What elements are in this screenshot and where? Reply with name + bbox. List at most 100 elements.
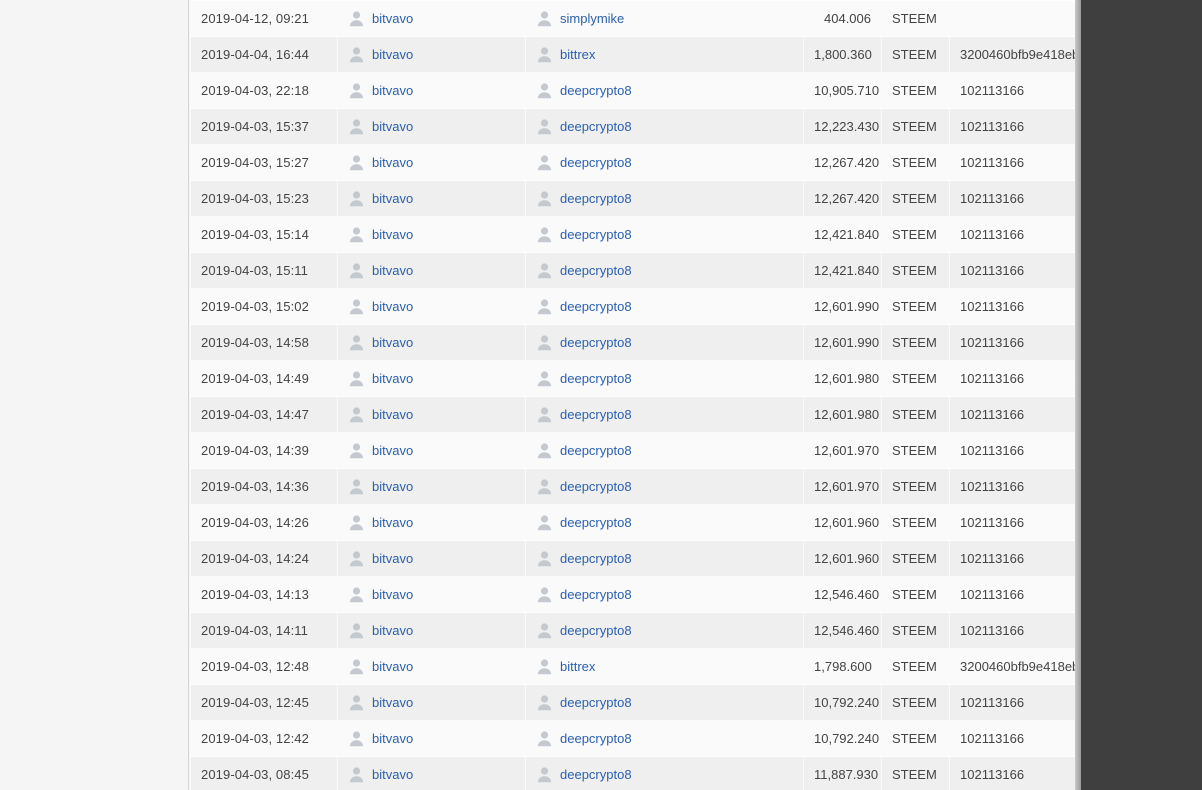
table-row[interactable]: 2019-04-03, 14:11 bitvavo deepcrypto8 12,54… (190, 612, 1075, 649)
to-account-link[interactable]: deepcrypto8 (560, 443, 632, 458)
from-account-link[interactable]: bitvavo (372, 623, 414, 638)
cell-currency: STEEM (881, 36, 950, 73)
from-account-link[interactable]: bitvavo (372, 335, 414, 350)
cell-memo: 102113166 (949, 432, 1075, 469)
to-account-link[interactable]: deepcrypto8 (560, 551, 632, 566)
from-account-link[interactable]: bitvavo (372, 659, 414, 674)
table-row[interactable]: 2019-04-04, 16:44 bitvavo bittrex 1,800.360… (190, 36, 1075, 73)
user-avatar-icon (349, 443, 364, 459)
from-account-link[interactable]: bitvavo (372, 11, 414, 26)
table-row[interactable]: 2019-04-03, 15:23 bitvavo deepcrypto8 12,26… (190, 180, 1075, 217)
table-row[interactable]: 2019-04-03, 14:47 bitvavo deepcrypto8 12,60… (190, 396, 1075, 433)
from-account-link[interactable]: bitvavo (372, 47, 414, 62)
table-row[interactable]: 2019-04-12, 09:21 bitvavo simplymike 404.00… (190, 0, 1075, 37)
table-row[interactable]: 2019-04-03, 14:13 bitvavo deepcrypto8 12,54… (190, 576, 1075, 613)
cell-memo: 102113166 (949, 576, 1075, 613)
from-account-link[interactable]: bitvavo (372, 515, 414, 530)
from-account-link[interactable]: bitvavo (372, 119, 414, 134)
cell-to-account: deepcrypto8 (525, 108, 804, 145)
to-account-link[interactable]: deepcrypto8 (560, 515, 632, 530)
to-account-link[interactable]: deepcrypto8 (560, 587, 632, 602)
cell-to-account: deepcrypto8 (525, 360, 804, 397)
cell-memo: 102113166 (949, 468, 1075, 505)
cell-from-account: bitvavo (337, 432, 526, 469)
to-account-link[interactable]: bittrex (560, 659, 596, 674)
table-row[interactable]: 2019-04-03, 12:45 bitvavo deepcrypto8 10,79… (190, 684, 1075, 721)
to-account-link[interactable]: deepcrypto8 (560, 119, 632, 134)
cell-amount: 12,601.970 (803, 468, 882, 505)
table-row[interactable]: 2019-04-03, 15:02 bitvavo deepcrypto8 12,60… (190, 288, 1075, 325)
table-row[interactable]: 2019-04-03, 14:36 bitvavo deepcrypto8 12,60… (190, 468, 1075, 505)
cell-amount: 404.006 (803, 0, 882, 37)
table-row[interactable]: 2019-04-03, 15:11 bitvavo deepcrypto8 12,42… (190, 252, 1075, 289)
cell-date: 2019-04-03, 14:36 (190, 468, 338, 505)
cell-currency: STEEM (881, 576, 950, 613)
left-gutter (0, 0, 189, 790)
from-account-link[interactable]: bitvavo (372, 479, 414, 494)
to-account-link[interactable]: deepcrypto8 (560, 263, 632, 278)
from-account-link[interactable]: bitvavo (372, 155, 414, 170)
user-avatar-icon (537, 551, 552, 567)
from-account-link[interactable]: bitvavo (372, 407, 414, 422)
to-account-link[interactable]: deepcrypto8 (560, 479, 632, 494)
cell-amount: 12,601.970 (803, 432, 882, 469)
cell-memo: 102113166 (949, 720, 1075, 757)
user-avatar-icon (537, 371, 552, 387)
cell-memo: 102113166 (949, 144, 1075, 181)
table-row[interactable]: 2019-04-03, 08:45 bitvavo deepcrypto8 11,88… (190, 756, 1075, 790)
cell-from-account: bitvavo (337, 36, 526, 73)
to-account-link[interactable]: deepcrypto8 (560, 83, 632, 98)
table-row[interactable]: 2019-04-03, 14:26 bitvavo deepcrypto8 12,60… (190, 504, 1075, 541)
to-account-link[interactable]: bittrex (560, 47, 596, 62)
to-account-link[interactable]: deepcrypto8 (560, 407, 632, 422)
to-account-link[interactable]: deepcrypto8 (560, 767, 632, 782)
from-account-link[interactable]: bitvavo (372, 767, 414, 782)
cell-to-account: deepcrypto8 (525, 576, 804, 613)
from-account-link[interactable]: bitvavo (372, 191, 414, 206)
table-row[interactable]: 2019-04-03, 14:39 bitvavo deepcrypto8 12,60… (190, 432, 1075, 469)
cell-to-account: simplymike (525, 0, 804, 37)
table-row[interactable]: 2019-04-03, 14:58 bitvavo deepcrypto8 12,60… (190, 324, 1075, 361)
cell-from-account: bitvavo (337, 360, 526, 397)
table-row[interactable]: 2019-04-03, 15:27 bitvavo deepcrypto8 12,26… (190, 144, 1075, 181)
cell-date: 2019-04-03, 12:42 (190, 720, 338, 757)
from-account-link[interactable]: bitvavo (372, 443, 414, 458)
cell-currency: STEEM (881, 0, 950, 37)
table-row[interactable]: 2019-04-03, 15:14 bitvavo deepcrypto8 12,42… (190, 216, 1075, 253)
to-account-link[interactable]: deepcrypto8 (560, 695, 632, 710)
cell-to-account: deepcrypto8 (525, 180, 804, 217)
to-account-link[interactable]: deepcrypto8 (560, 731, 632, 746)
to-account-link[interactable]: deepcrypto8 (560, 227, 632, 242)
user-avatar-icon (537, 515, 552, 531)
table-row[interactable]: 2019-04-03, 22:18 bitvavo deepcrypto8 10,90… (190, 72, 1075, 109)
from-account-link[interactable]: bitvavo (372, 371, 414, 386)
from-account-link[interactable]: bitvavo (372, 587, 414, 602)
to-account-link[interactable]: deepcrypto8 (560, 191, 632, 206)
from-account-link[interactable]: bitvavo (372, 83, 414, 98)
from-account-link[interactable]: bitvavo (372, 263, 414, 278)
table-row[interactable]: 2019-04-03, 15:37 bitvavo deepcrypto8 12,22… (190, 108, 1075, 145)
user-avatar-icon (349, 623, 364, 639)
from-account-link[interactable]: bitvavo (372, 227, 414, 242)
to-account-link[interactable]: deepcrypto8 (560, 371, 632, 386)
cell-memo: 3200460bfb9e418eb70 (949, 36, 1075, 73)
to-account-link[interactable]: deepcrypto8 (560, 155, 632, 170)
from-account-link[interactable]: bitvavo (372, 695, 414, 710)
table-row[interactable]: 2019-04-03, 12:42 bitvavo deepcrypto8 10,79… (190, 720, 1075, 757)
to-account-link[interactable]: simplymike (560, 11, 625, 26)
from-account-link[interactable]: bitvavo (372, 731, 414, 746)
user-avatar-icon (349, 659, 364, 675)
user-avatar-icon (349, 371, 364, 387)
cell-currency: STEEM (881, 324, 950, 361)
to-account-link[interactable]: deepcrypto8 (560, 299, 632, 314)
to-account-link[interactable]: deepcrypto8 (560, 623, 632, 638)
table-row[interactable]: 2019-04-03, 14:49 bitvavo deepcrypto8 12,60… (190, 360, 1075, 397)
from-account-link[interactable]: bitvavo (372, 299, 414, 314)
cell-amount: 12,546.460 (803, 612, 882, 649)
to-account-link[interactable]: deepcrypto8 (560, 335, 632, 350)
from-account-link[interactable]: bitvavo (372, 551, 414, 566)
cell-date: 2019-04-04, 16:44 (190, 36, 338, 73)
table-row[interactable]: 2019-04-03, 14:24 bitvavo deepcrypto8 12,60… (190, 540, 1075, 577)
table-row[interactable]: 2019-04-03, 12:48 bitvavo bittrex 1,798.600… (190, 648, 1075, 685)
cell-amount: 12,601.990 (803, 288, 882, 325)
